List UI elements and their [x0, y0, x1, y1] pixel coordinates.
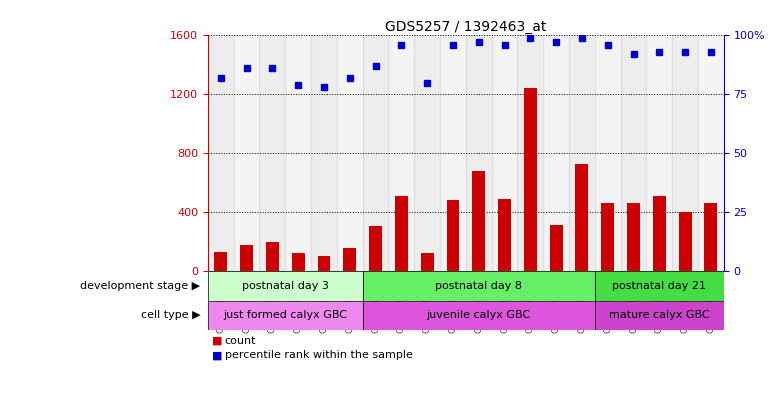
Bar: [266, 242, 279, 271]
Bar: [447, 200, 460, 271]
Bar: [363, 35, 389, 271]
Bar: [292, 253, 305, 271]
Bar: [395, 196, 408, 271]
Bar: [420, 253, 434, 271]
Bar: [466, 35, 492, 271]
Bar: [524, 88, 537, 271]
Text: postnatal day 8: postnatal day 8: [435, 281, 522, 291]
Bar: [369, 226, 382, 271]
Bar: [259, 35, 286, 271]
Text: juvenile calyx GBC: juvenile calyx GBC: [427, 310, 531, 320]
Bar: [492, 35, 517, 271]
Bar: [550, 226, 563, 271]
Bar: [440, 35, 466, 271]
Bar: [653, 196, 666, 271]
Bar: [498, 199, 511, 271]
Bar: [214, 252, 227, 271]
Bar: [317, 256, 330, 271]
Bar: [311, 35, 337, 271]
Bar: [208, 271, 363, 301]
Bar: [389, 35, 414, 271]
Bar: [286, 35, 311, 271]
Text: mature calyx GBC: mature calyx GBC: [609, 310, 710, 320]
Title: GDS5257 / 1392463_at: GDS5257 / 1392463_at: [385, 20, 547, 34]
Bar: [705, 204, 718, 271]
Bar: [601, 204, 614, 271]
Bar: [517, 35, 544, 271]
Text: just formed calyx GBC: just formed calyx GBC: [223, 310, 347, 320]
Bar: [208, 301, 363, 330]
Bar: [363, 301, 595, 330]
Text: cell type ▶: cell type ▶: [141, 310, 200, 320]
Text: postnatal day 21: postnatal day 21: [612, 281, 706, 291]
Bar: [575, 163, 588, 271]
Bar: [672, 35, 698, 271]
Text: count: count: [225, 336, 256, 346]
Bar: [595, 271, 724, 301]
Bar: [678, 212, 691, 271]
Text: postnatal day 3: postnatal day 3: [242, 281, 329, 291]
Bar: [595, 301, 724, 330]
Bar: [337, 35, 363, 271]
Bar: [343, 248, 357, 271]
Bar: [627, 204, 640, 271]
Bar: [472, 171, 485, 271]
Bar: [208, 35, 234, 271]
Bar: [414, 35, 440, 271]
Text: ■: ■: [212, 336, 223, 346]
Bar: [698, 35, 724, 271]
Bar: [363, 271, 595, 301]
Bar: [544, 35, 569, 271]
Bar: [595, 35, 621, 271]
Text: development stage ▶: development stage ▶: [80, 281, 200, 291]
Bar: [646, 35, 672, 271]
Bar: [234, 35, 259, 271]
Bar: [621, 35, 647, 271]
Bar: [240, 245, 253, 271]
Text: ■: ■: [212, 350, 223, 360]
Bar: [569, 35, 594, 271]
Text: percentile rank within the sample: percentile rank within the sample: [225, 350, 413, 360]
